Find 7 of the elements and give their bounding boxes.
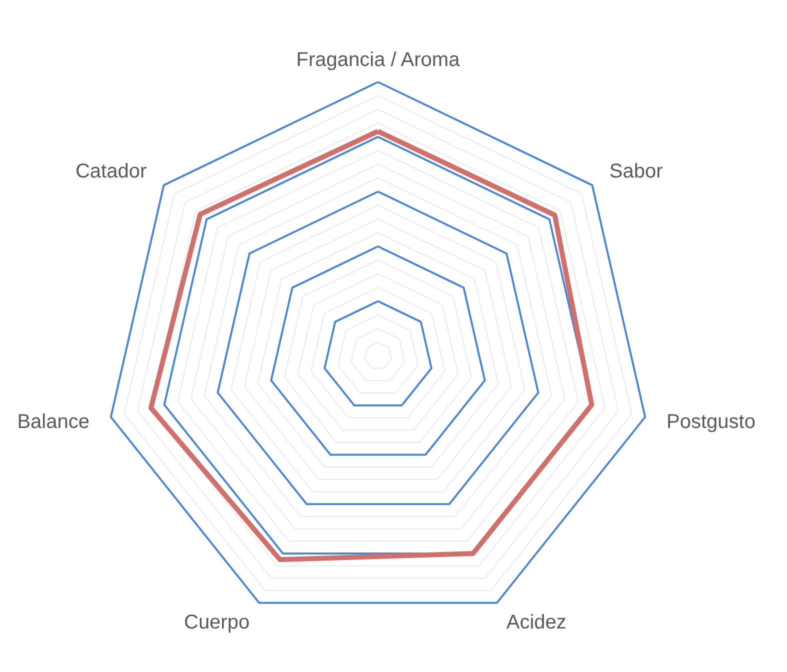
spoke-label: Fragancia / Aroma xyxy=(296,49,461,72)
spoke-label: Postgusto xyxy=(666,410,756,433)
spoke-label: Sabor xyxy=(609,160,664,182)
spoke-label: Cuerpo xyxy=(184,612,250,634)
spoke-label: Catador xyxy=(75,160,147,182)
spoke-label: Acidez xyxy=(506,612,566,634)
spoke-label: Balance xyxy=(17,410,90,433)
